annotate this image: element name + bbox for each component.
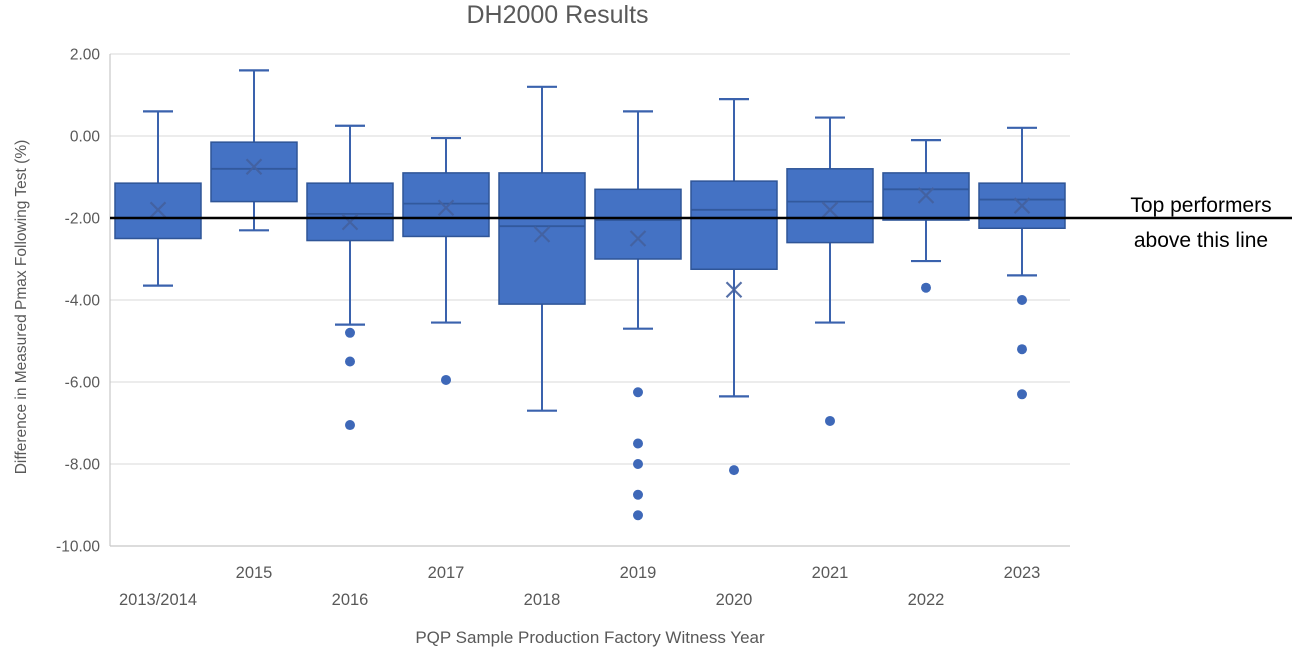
x-category-label: 2015 [236,564,273,582]
outlier-dot [633,438,643,449]
box [306,182,394,242]
outlier-dot [345,356,355,367]
reference-line-annotation: Top performers above this line [1108,188,1294,258]
outlier-dot [825,415,835,426]
mean-marker [149,201,167,219]
x-category-label: 2016 [332,591,369,609]
x-category-label: 2023 [1004,564,1041,582]
box [210,141,298,203]
box [786,168,874,244]
box [690,180,778,271]
x-category-label: 2021 [812,564,849,582]
outlier-dot [441,374,451,385]
y-tick-label: -4.00 [65,293,101,310]
mean-marker [437,199,455,217]
outlier-dot [633,510,643,521]
y-tick-label: 2.00 [70,47,101,64]
outlier-dot [345,327,355,338]
mean-marker [725,281,743,299]
x-axis-title: PQP Sample Production Factory Witness Ye… [415,628,765,647]
outlier-dot [1017,389,1027,400]
annotation-line-2: above this line [1133,229,1269,252]
y-tick-label: 0.00 [70,129,101,146]
annotation-line-1: Top performers [1130,194,1272,217]
mean-marker [917,187,935,204]
outlier-dot [729,465,739,476]
mean-marker [629,230,647,247]
box [594,188,682,260]
outlier-dot [633,387,643,398]
y-tick-label: -6.00 [65,375,101,392]
x-category-label: 2013/2014 [119,591,197,609]
box [498,172,586,305]
mean-marker [533,226,551,243]
mean-marker [245,158,263,176]
outlier-dot [633,489,643,500]
box [402,172,490,238]
x-category-label: 2020 [716,591,753,609]
x-category-label: 2017 [428,564,465,582]
y-tick-label: -10.00 [56,539,100,556]
y-tick-label: -2.00 [65,211,101,228]
mean-marker [1013,197,1031,214]
chart-title: DH2000 Results [466,1,649,29]
outlier-dot [345,420,355,431]
mean-marker [821,201,839,219]
y-tick-label: -8.00 [65,457,101,474]
outlier-dot [1017,344,1027,355]
outlier-dot [921,282,931,293]
y-axis-title: Difference in Measured Pmax Following Te… [13,139,30,475]
x-category-label: 2018 [524,591,561,609]
x-category-label: 2022 [908,591,945,609]
x-category-label: 2019 [620,564,657,582]
outlier-dot [633,459,643,469]
outlier-dot [1017,295,1027,305]
